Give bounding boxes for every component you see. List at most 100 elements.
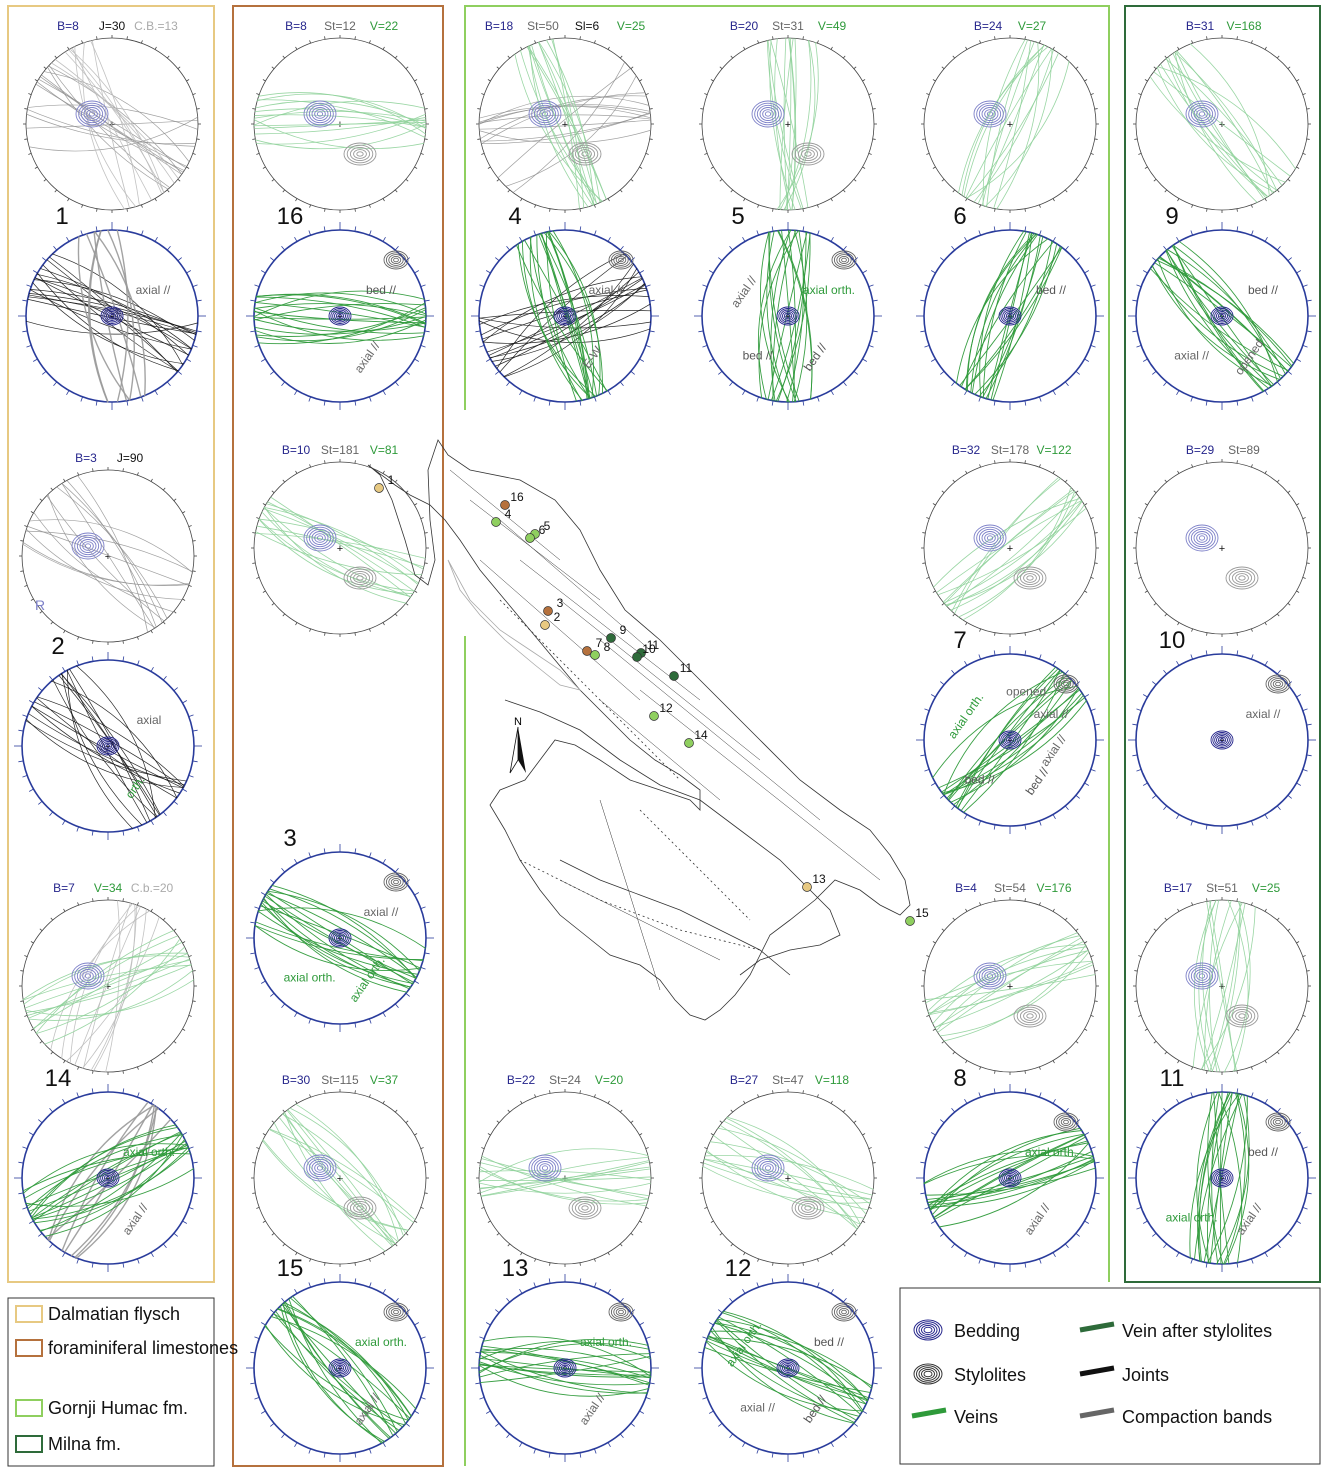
- tick-mark: [424, 1192, 428, 1194]
- upper-stereonet-8: +B=4 St=54 V=176: [921, 881, 1099, 1075]
- tick-mark: [771, 226, 774, 232]
- great-circle: [1211, 901, 1241, 1072]
- density-contour: [80, 104, 104, 124]
- density-contour: [539, 1163, 551, 1173]
- density-contour: [82, 971, 94, 981]
- tick-mark: [256, 517, 260, 519]
- tick-mark: [1306, 754, 1312, 757]
- density-contour: [103, 742, 113, 750]
- density-contour: [385, 874, 407, 890]
- tick-mark: [1236, 632, 1238, 636]
- tick-mark: [137, 1092, 140, 1098]
- tick-mark: [1236, 1070, 1238, 1074]
- tick-mark: [951, 1108, 956, 1113]
- great-circle: [262, 1138, 409, 1231]
- great-circle: [283, 1301, 407, 1425]
- map-site-label: 6: [539, 523, 546, 537]
- tick-mark: [1052, 1060, 1055, 1064]
- tick-mark: [28, 788, 34, 792]
- upper-stereonet-14: +B=7 V=34 C.b.=20: [19, 881, 197, 1075]
- great-circle: [929, 1130, 1083, 1211]
- density-contour: [349, 1200, 371, 1216]
- tick-mark: [719, 1232, 723, 1236]
- density-contour: [555, 308, 575, 324]
- great-circle: [26, 1146, 189, 1207]
- tick-mark: [594, 1094, 596, 1098]
- tick-mark: [520, 1100, 523, 1104]
- tick-mark: [479, 284, 485, 287]
- tick-mark: [282, 1109, 286, 1113]
- density-contour: [783, 1364, 793, 1372]
- density-contour: [762, 109, 774, 119]
- density-contour: [986, 973, 994, 979]
- upper-stereonet-4: +B=18 St=50 Sl=6 V=25: [476, 19, 654, 213]
- tick-mark: [323, 1022, 326, 1028]
- density-contour: [559, 1363, 571, 1373]
- tick-mark: [607, 198, 610, 202]
- tick-mark: [1276, 670, 1281, 675]
- density-contour: [618, 257, 624, 263]
- density-contour: [1016, 568, 1044, 588]
- great-circle: [24, 1147, 189, 1199]
- tick-mark: [730, 189, 734, 193]
- density-contour: [1212, 1170, 1232, 1186]
- tick-mark: [549, 1090, 551, 1094]
- density-contour: [782, 311, 794, 321]
- great-circle: [1151, 264, 1281, 381]
- tick-mark: [702, 284, 708, 287]
- tick-mark: [730, 55, 734, 59]
- tick-mark: [1190, 820, 1193, 826]
- tick-mark: [920, 1161, 926, 1164]
- tick-mark: [710, 1220, 714, 1223]
- density-contour: [1219, 1176, 1225, 1180]
- tick-mark: [126, 400, 129, 406]
- tick-mark: [1052, 814, 1056, 820]
- tick-mark: [639, 166, 643, 169]
- tick-mark: [485, 270, 491, 274]
- tick-mark: [1144, 1028, 1148, 1031]
- great-circle: [270, 496, 411, 598]
- tick-mark: [382, 1288, 386, 1294]
- count-label: B=10: [282, 443, 311, 457]
- great-circle: [1209, 900, 1236, 1072]
- density-contour: [349, 570, 371, 586]
- tick-mark: [22, 1207, 28, 1210]
- tick-mark: [1090, 769, 1096, 772]
- density-contour: [316, 1165, 324, 1171]
- great-circle: [1227, 899, 1249, 1072]
- lower-stereonet-13: +axial orth.axial //: [471, 1274, 659, 1462]
- great-circle: [717, 1127, 867, 1215]
- tick-mark: [1094, 138, 1098, 140]
- density-contour: [1235, 1011, 1249, 1021]
- tick-mark: [141, 40, 143, 44]
- tick-mark: [496, 1232, 500, 1236]
- great-circle: [529, 45, 589, 208]
- great-circle: [22, 1153, 191, 1192]
- great-circle: [91, 40, 130, 209]
- tick-mark: [520, 46, 523, 50]
- tick-mark: [38, 1119, 43, 1124]
- frame-milna: [1124, 5, 1321, 1283]
- count-label: V=81: [370, 443, 399, 457]
- great-circle: [25, 320, 199, 335]
- tick-mark: [309, 204, 311, 208]
- count-label: B=29: [1186, 443, 1215, 457]
- tick-mark: [394, 479, 398, 483]
- map-site-marker: [525, 533, 535, 543]
- count-label: V=25: [1252, 881, 1281, 895]
- tick-mark: [940, 681, 945, 686]
- tick-mark: [1052, 198, 1055, 202]
- upper-stereonet-10: +B=29 St=89: [1133, 443, 1311, 637]
- great-circle: [767, 40, 804, 209]
- count-label: V=25: [617, 19, 646, 33]
- tick-mark: [1302, 345, 1308, 348]
- tick-mark: [534, 204, 536, 208]
- tick-mark: [1302, 955, 1306, 957]
- great-circle: [22, 1143, 189, 1194]
- great-circle: [261, 901, 412, 988]
- tick-mark: [28, 153, 32, 155]
- tick-mark: [254, 345, 260, 348]
- tick-mark: [932, 1028, 936, 1031]
- tick-mark: [1064, 189, 1068, 193]
